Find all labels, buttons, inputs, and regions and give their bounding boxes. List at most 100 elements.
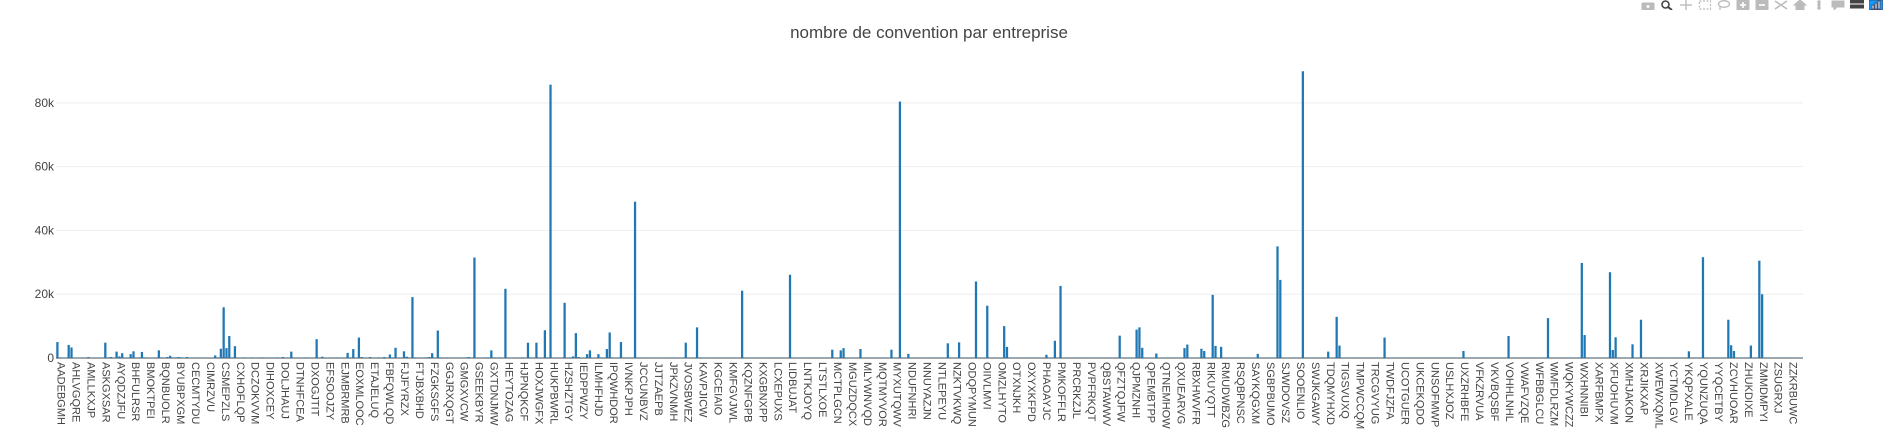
bar[interactable] bbox=[352, 349, 355, 358]
bar[interactable] bbox=[121, 353, 124, 358]
bar[interactable] bbox=[586, 354, 589, 358]
bar[interactable] bbox=[1003, 326, 1006, 358]
spike-lines-icon[interactable] bbox=[1812, 0, 1826, 10]
bar[interactable] bbox=[388, 354, 392, 358]
bar[interactable] bbox=[304, 357, 307, 358]
plotly-logo-icon[interactable] bbox=[1869, 0, 1883, 10]
bar[interactable] bbox=[129, 354, 132, 358]
bar[interactable] bbox=[569, 357, 572, 358]
bar[interactable] bbox=[1611, 350, 1614, 358]
bar[interactable] bbox=[1758, 260, 1761, 358]
bar[interactable] bbox=[698, 357, 701, 358]
bar[interactable] bbox=[611, 357, 614, 358]
bar[interactable] bbox=[276, 357, 279, 358]
bar[interactable] bbox=[521, 357, 524, 358]
lasso-icon[interactable] bbox=[1717, 0, 1731, 10]
zoom-in-icon[interactable] bbox=[1736, 0, 1750, 10]
bar[interactable] bbox=[1608, 272, 1612, 358]
bar[interactable] bbox=[1186, 344, 1189, 358]
hover-compare-icon[interactable] bbox=[1850, 0, 1864, 10]
bar[interactable] bbox=[1335, 316, 1338, 358]
bar[interactable] bbox=[180, 357, 183, 358]
bar[interactable] bbox=[137, 357, 141, 358]
bar[interactable] bbox=[281, 357, 284, 358]
bar[interactable] bbox=[67, 344, 70, 358]
bar[interactable] bbox=[487, 357, 490, 358]
bar[interactable] bbox=[230, 357, 234, 358]
bar[interactable] bbox=[168, 355, 172, 358]
bar[interactable] bbox=[974, 281, 978, 358]
bar[interactable] bbox=[315, 339, 318, 358]
bar[interactable] bbox=[890, 349, 893, 358]
bar[interactable] bbox=[597, 354, 600, 358]
bar[interactable] bbox=[543, 330, 547, 358]
bar[interactable] bbox=[242, 357, 245, 358]
bar[interactable] bbox=[986, 305, 989, 358]
bar[interactable] bbox=[261, 357, 265, 358]
bar[interactable] bbox=[605, 349, 608, 358]
bar[interactable] bbox=[684, 342, 687, 358]
bar[interactable] bbox=[788, 274, 792, 358]
bar[interactable] bbox=[118, 356, 121, 358]
bar[interactable] bbox=[859, 349, 862, 358]
bar[interactable] bbox=[70, 347, 73, 358]
bar[interactable] bbox=[563, 302, 566, 358]
zoom-out-icon[interactable] bbox=[1755, 0, 1769, 10]
bar[interactable] bbox=[1203, 350, 1206, 358]
bar[interactable] bbox=[1005, 346, 1009, 358]
bar[interactable] bbox=[1631, 344, 1634, 358]
bar[interactable] bbox=[335, 357, 338, 358]
bar[interactable] bbox=[1301, 71, 1304, 358]
bar[interactable] bbox=[157, 350, 160, 358]
bar[interactable] bbox=[115, 351, 118, 358]
bar[interactable] bbox=[259, 357, 262, 358]
bar[interactable] bbox=[402, 351, 406, 358]
bar[interactable] bbox=[222, 307, 225, 358]
bar[interactable] bbox=[160, 357, 163, 358]
bar[interactable] bbox=[1155, 353, 1158, 358]
bar[interactable] bbox=[439, 357, 442, 358]
bar[interactable] bbox=[1059, 285, 1062, 358]
bar[interactable] bbox=[1614, 337, 1617, 358]
camera-icon[interactable] bbox=[1641, 0, 1655, 10]
bar[interactable] bbox=[946, 343, 949, 358]
bar[interactable] bbox=[1183, 348, 1186, 358]
bar[interactable] bbox=[600, 357, 603, 358]
bar[interactable] bbox=[1701, 257, 1705, 358]
bar[interactable] bbox=[1138, 327, 1141, 358]
bar[interactable] bbox=[831, 349, 834, 358]
bar[interactable] bbox=[1276, 246, 1279, 358]
bar[interactable] bbox=[1118, 335, 1121, 358]
bar[interactable] bbox=[411, 297, 414, 358]
bar[interactable] bbox=[143, 357, 146, 358]
bar[interactable] bbox=[1200, 348, 1203, 358]
bar[interactable] bbox=[171, 357, 175, 358]
bar[interactable] bbox=[1279, 279, 1282, 358]
bar[interactable] bbox=[414, 357, 417, 358]
bar[interactable] bbox=[349, 357, 352, 358]
bar[interactable] bbox=[428, 357, 431, 358]
bar[interactable] bbox=[214, 355, 217, 358]
bar[interactable] bbox=[608, 332, 611, 358]
bar[interactable] bbox=[907, 353, 910, 358]
bar[interactable] bbox=[1338, 345, 1341, 358]
bar[interactable] bbox=[574, 333, 578, 358]
bar[interactable] bbox=[1546, 318, 1550, 358]
bar[interactable] bbox=[377, 357, 380, 358]
bar[interactable] bbox=[132, 351, 135, 358]
bar[interactable] bbox=[321, 356, 324, 358]
bar[interactable] bbox=[166, 357, 169, 358]
bar[interactable] bbox=[464, 357, 468, 358]
bar[interactable] bbox=[839, 350, 842, 358]
bar[interactable] bbox=[405, 356, 408, 358]
bar[interactable] bbox=[369, 357, 372, 358]
bar[interactable] bbox=[493, 357, 496, 358]
bar[interactable] bbox=[1730, 345, 1733, 358]
bar[interactable] bbox=[1462, 350, 1465, 358]
bar[interactable] bbox=[957, 342, 961, 358]
bar[interactable] bbox=[219, 348, 222, 358]
bar[interactable] bbox=[619, 342, 623, 358]
bar[interactable] bbox=[473, 257, 476, 358]
bar[interactable] bbox=[87, 357, 90, 358]
bar[interactable] bbox=[109, 357, 113, 358]
